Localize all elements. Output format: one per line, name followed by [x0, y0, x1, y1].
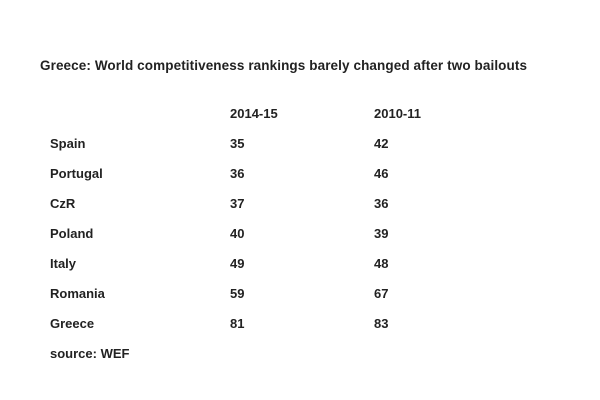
row-country-portugal: Portugal — [50, 166, 103, 181]
row-value-2014-15: 59 — [230, 286, 245, 301]
column-header-2010-11: 2010-11 — [374, 106, 421, 121]
row-country-czr: CzR — [50, 196, 76, 211]
row-value-2010-11: 48 — [374, 256, 389, 271]
row-value-2010-11: 46 — [374, 166, 389, 181]
row-value-2010-11: 36 — [374, 196, 389, 211]
row-value-2010-11: 83 — [374, 316, 389, 331]
row-value-2010-11: 39 — [374, 226, 389, 241]
row-country-poland: Poland — [50, 226, 94, 241]
row-value-2014-15: 40 — [230, 226, 245, 241]
source-note: source: WEF — [50, 346, 130, 361]
row-value-2010-11: 42 — [374, 136, 389, 151]
chart-title: Greece: World competitiveness rankings b… — [40, 58, 528, 73]
row-value-2014-15: 36 — [230, 166, 245, 181]
row-country-romania: Romania — [50, 286, 105, 301]
row-country-spain: Spain — [50, 136, 86, 151]
row-value-2014-15: 35 — [230, 136, 245, 151]
row-country-italy: Italy — [50, 256, 77, 271]
row-value-2010-11: 67 — [374, 286, 389, 301]
row-value-2014-15: 81 — [230, 316, 245, 331]
row-value-2014-15: 37 — [230, 196, 245, 211]
row-value-2014-15: 49 — [230, 256, 245, 271]
row-country-greece: Greece — [50, 316, 95, 331]
column-header-2014-15: 2014-15 — [230, 106, 278, 121]
